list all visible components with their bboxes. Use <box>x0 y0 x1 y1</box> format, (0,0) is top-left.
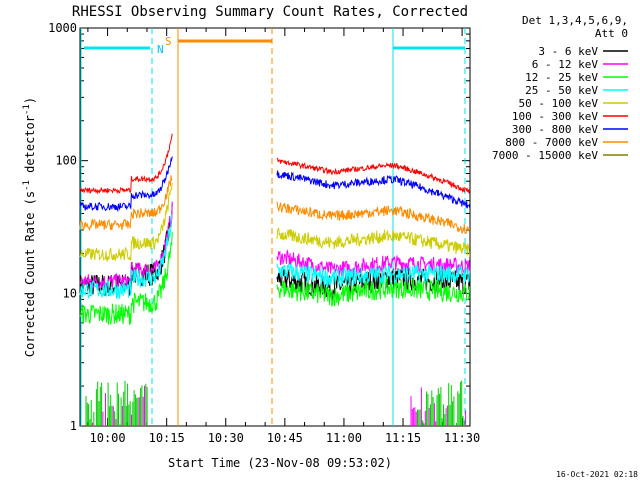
legend-label: 12 - 25 keV <box>525 71 598 84</box>
chart-title: RHESSI Observing Summary Count Rates, Co… <box>72 4 468 20</box>
legend-label: 3 - 6 keV <box>538 45 598 58</box>
series-line-post <box>276 262 471 287</box>
x-tick-label: 10:30 <box>208 431 244 445</box>
x-tick-label: 10:15 <box>149 431 185 445</box>
series-line-pre <box>79 201 173 291</box>
y-tick-label: 10 <box>63 286 77 300</box>
series-line-pre <box>79 231 173 325</box>
footer-timestamp: 16-Oct-2021 02:18 <box>556 470 638 479</box>
series-line-pre <box>79 133 173 195</box>
x-tick-label: 10:45 <box>267 431 303 445</box>
x-tick-label: 11:30 <box>444 431 480 445</box>
series-line-pre <box>79 183 173 262</box>
series-line-pre <box>79 175 173 232</box>
legend-label: 300 - 800 keV <box>512 123 598 136</box>
y-tick-label: 1000 <box>48 21 77 35</box>
plot-frame <box>79 27 471 427</box>
series-line-post <box>276 157 471 194</box>
legend-header-line-2: Att 0 <box>595 27 628 40</box>
legend-label: 6 - 12 keV <box>532 58 599 71</box>
legend-header-line-1: Det 1,3,4,5,6,9, <box>522 14 628 27</box>
saa-label: S <box>165 35 172 48</box>
night-label: N <box>157 43 164 56</box>
x-axis-label: Start Time (23-Nov-08 09:53:02) <box>168 456 392 470</box>
legend-label: 100 - 300 keV <box>512 110 598 123</box>
y-tick-label: 1 <box>70 419 77 433</box>
legend-label: 25 - 50 keV <box>525 84 598 97</box>
x-tick-label: 10:00 <box>90 431 126 445</box>
x-tick-label: 11:15 <box>385 431 421 445</box>
series-line-post <box>276 170 471 209</box>
series-line-post <box>276 276 471 307</box>
legend-label: 50 - 100 keV <box>519 97 599 110</box>
series-line-pre <box>79 213 173 299</box>
series-line-post <box>276 201 471 234</box>
y-tick-label: 100 <box>55 154 77 168</box>
legend-label: 800 - 7000 keV <box>505 136 598 149</box>
series-line-pre <box>79 156 173 213</box>
x-tick-label: 11:00 <box>326 431 362 445</box>
y-axis-label: Corrected Count Rate (s-1 detector-1) <box>22 97 37 357</box>
legend-label: 7000 - 15000 keV <box>492 149 598 162</box>
series-line-post <box>276 227 471 257</box>
